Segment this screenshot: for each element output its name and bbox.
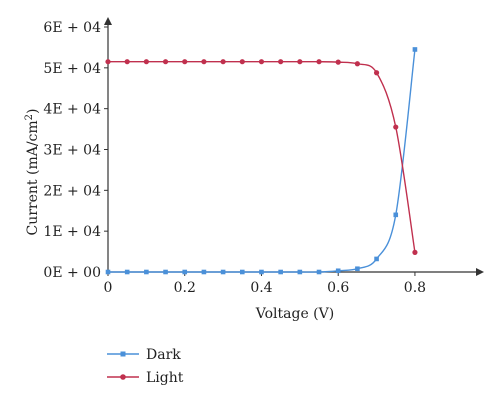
x-ticks: 0 0.2 0.4 0.6 0.8 [104, 272, 426, 296]
series-light-point [354, 61, 360, 67]
series-light-point [105, 59, 111, 65]
axes [104, 17, 484, 276]
x-tick-label: 0.2 [174, 280, 196, 296]
series-dark-point [220, 269, 226, 275]
series-dark-point [355, 266, 360, 272]
series-light-point [412, 249, 418, 255]
y-tick-label: 2E + 04 [43, 183, 101, 199]
series-light-point [316, 59, 322, 65]
y-tick-label: 5E + 04 [43, 61, 101, 77]
series-light-point [239, 59, 245, 65]
y-ticks: 0E + 00 1E + 04 2E + 04 3E + 04 4E + 04 5E + … [43, 20, 108, 281]
series-dark-point [335, 268, 341, 274]
x-tick-label: 0.6 [327, 280, 349, 296]
legend-light-label: Light [146, 370, 184, 386]
legend-item-dark: Dark [107, 347, 181, 363]
series-dark-point [239, 269, 245, 275]
series-dark-point [124, 269, 130, 275]
series-light-point [335, 59, 341, 65]
y-tick-label: 3E + 04 [43, 143, 101, 159]
series-dark-point [316, 269, 322, 275]
series-light-point [393, 124, 399, 130]
series-layer [105, 47, 418, 275]
y-tick-label: 6E + 04 [43, 20, 101, 36]
series-dark-point [374, 256, 379, 262]
legend-light-marker [120, 374, 126, 380]
x-tick-label: 0.8 [404, 280, 426, 296]
series-dark-point [144, 269, 149, 275]
y-axis-title-superscript: 2 [24, 114, 35, 120]
y-tick-label: 4E + 04 [43, 102, 101, 118]
series-dark-point [201, 269, 207, 275]
series-dark-point [393, 212, 399, 218]
series-light-point [182, 59, 188, 65]
y-axis-arrow [104, 17, 112, 25]
series-light-line [108, 60, 416, 253]
series-dark-point [182, 269, 188, 275]
series-light [105, 59, 418, 255]
y-axis-title-main: Current (mA/cm [25, 120, 41, 235]
series-dark [105, 47, 418, 275]
series-light-point [162, 59, 169, 65]
y-axis-title-close: ) [25, 108, 41, 113]
x-tick-label: 0.4 [250, 280, 272, 296]
series-dark-point [278, 269, 283, 275]
x-axis-arrow [476, 268, 484, 276]
series-dark-line [108, 49, 416, 273]
legend: Dark Light [107, 347, 184, 386]
series-light-point [373, 70, 380, 76]
legend-dark-label: Dark [146, 347, 181, 363]
x-axis-title: Voltage (V) [255, 306, 334, 322]
y-tick-label: 1E + 04 [43, 224, 101, 240]
series-dark-point [105, 269, 111, 275]
series-dark-point [163, 269, 168, 275]
series-light-point [278, 59, 284, 65]
y-axis-title: Current (mA/cm2) [24, 108, 41, 235]
legend-dark-marker [120, 351, 126, 357]
series-light-point [143, 59, 149, 65]
series-light-point [258, 59, 265, 65]
legend-item-light: Light [107, 370, 184, 386]
y-tick-label: 0E + 00 [43, 265, 101, 281]
series-light-point [297, 59, 303, 65]
series-dark-point [297, 269, 303, 275]
series-light-point [201, 59, 207, 65]
series-light-point [220, 59, 226, 65]
series-light-point [124, 59, 130, 65]
series-dark-point [259, 269, 264, 275]
x-tick-label: 0 [104, 280, 113, 296]
series-dark-point [412, 47, 418, 52]
